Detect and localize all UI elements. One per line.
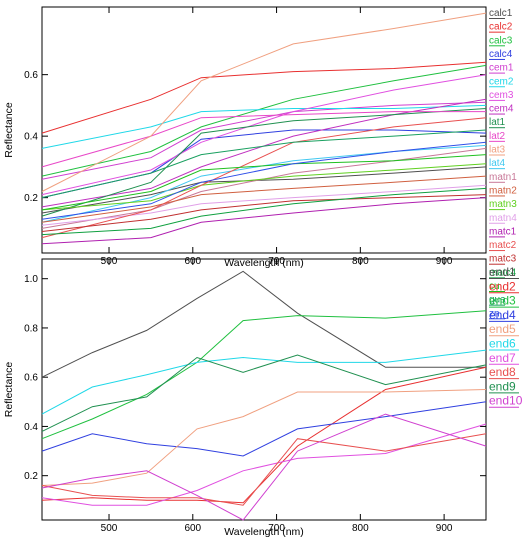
chart1-legend-label-calc2: calc2 — [489, 22, 513, 33]
chart1-series-line-zn — [41, 141, 487, 220]
chart1-legend-label-matc4: matc4 — [489, 267, 517, 278]
chart1-legend-label-matc3: matc3 — [489, 254, 517, 265]
chart2-series-line-end7 — [41, 423, 487, 506]
chart1-legend-label-calc3: calc3 — [489, 35, 513, 46]
chart1-series-line-calc2 — [41, 61, 487, 134]
chart1-legend-label-lat4: lat4 — [489, 158, 506, 169]
chart2-y-tick-label: 0.8 — [24, 323, 38, 334]
chart1-series-line-matc1 — [41, 197, 487, 245]
chart1-y-tick-label: 0.6 — [24, 70, 38, 81]
chart2-y-tick-label: 1.0 — [24, 274, 38, 285]
chart2-legend-label-end2: end2 — [489, 279, 516, 293]
chart2-y-tick-label: 0.6 — [24, 373, 38, 384]
chart1-legend-label-gua: gua — [489, 295, 506, 306]
chart1-legend-label-matc1: matc1 — [489, 226, 517, 237]
chart1-series-line-matc2 — [41, 117, 487, 239]
chart1-legend-label-matn4: matn4 — [489, 213, 517, 224]
chart2-legend-label-end3: end3 — [489, 294, 516, 308]
chart1-x-axis-label: Wavelength (nm) — [224, 257, 304, 269]
chart1-y-tick-label: 0.4 — [24, 132, 38, 143]
chart1-series-line-lat1 — [41, 108, 487, 217]
chart1-series-line-matn2 — [41, 175, 487, 223]
chart1-legend-label-calc4: calc4 — [489, 49, 513, 60]
chart1-legend-label-zn: zn — [489, 308, 500, 319]
chart1-series-line-lat4 — [41, 144, 487, 223]
chart2-series-line-end1 — [41, 270, 486, 378]
chart2-series-line-end6 — [41, 349, 487, 415]
chart2-series-line-end2 — [41, 366, 487, 504]
chart2-series-line-end9 — [41, 354, 487, 432]
chart2-legend-label-end6: end6 — [489, 337, 516, 351]
chart1-legend-label-cem2: cem2 — [489, 76, 514, 87]
chart1-series-line-matc4 — [41, 187, 487, 236]
chart1-legend-label-cem3: cem3 — [489, 90, 514, 101]
chart1-series-line-gua — [41, 129, 487, 199]
chart1-series-line-lat3 — [41, 12, 487, 192]
chart1-series-line-lat2 — [41, 111, 486, 168]
chart2-legend-label-end1: end1 — [489, 265, 516, 279]
chart2-legend-label-end7: end7 — [489, 351, 516, 365]
chart1-legend-label-matn3: matn3 — [489, 199, 517, 210]
chart1-y-axis-label: Reflectance — [3, 102, 15, 158]
chart1-legend-label-matn2: matn2 — [489, 185, 517, 196]
chart1-series-line-matn1 — [41, 147, 487, 229]
chart1-series-line-matn3 — [41, 163, 487, 211]
chart2-y-axis-label: Reflectance — [3, 362, 15, 418]
chart2-legend-label-end8: end8 — [489, 365, 516, 379]
chart2-legend-label-end5: end5 — [489, 322, 516, 336]
chart2-series-line-end8 — [41, 433, 487, 506]
chart2-y-tick-label: 0.4 — [24, 422, 38, 433]
chart1-series-line-calc4 — [41, 129, 487, 199]
chart1-legend-label-cu: cu — [489, 281, 500, 292]
chart1-series-line-calc3 — [41, 64, 487, 177]
chart2-series-line-end4 — [41, 401, 487, 457]
chart1-legend-label-lat1: lat1 — [489, 117, 506, 128]
chart2-x-tick-label: 900 — [436, 523, 453, 534]
chart1-y-tick-label: 0.2 — [24, 193, 38, 204]
chart1-series-line-cu — [41, 154, 487, 211]
chart2-x-axis-label: Wavelength (nm) — [224, 526, 304, 538]
chart1-series-line-cem1 — [41, 101, 487, 180]
chart1-legend-label-matn1: matn1 — [489, 172, 517, 183]
chart2-x-tick-label: 700 — [268, 523, 285, 534]
chart2-series-line-end3 — [41, 310, 487, 440]
chart1-series-line-matn4 — [41, 184, 487, 226]
chart2-x-tick-label: 600 — [184, 523, 201, 534]
chart1-series-line-cem2 — [41, 104, 487, 149]
chart1-legend-label-lat3: lat3 — [489, 145, 506, 156]
chart2-series-line-end10 — [41, 413, 487, 521]
chart1-legend-label-cem4: cem4 — [489, 104, 514, 115]
chart2-legend-label-end9: end9 — [489, 379, 516, 393]
chart1-legend-label-calc1: calc1 — [489, 8, 513, 19]
chart1-series-line-matc3 — [41, 194, 487, 232]
chart1-legend-label-cem1: cem1 — [489, 63, 514, 74]
chart2-x-tick-label: 800 — [352, 523, 369, 534]
chart2-y-tick-label: 0.2 — [24, 471, 38, 482]
chart1-legend-label-matc2: matc2 — [489, 240, 517, 251]
chart2-series-line-end5 — [41, 389, 487, 486]
chart2-x-tick-label: 500 — [101, 523, 118, 534]
chart2-legend-label-end10: end10 — [489, 394, 523, 408]
chart2-legend-label-end4: end4 — [489, 308, 516, 322]
chart1-legend-label-lat2: lat2 — [489, 131, 506, 142]
